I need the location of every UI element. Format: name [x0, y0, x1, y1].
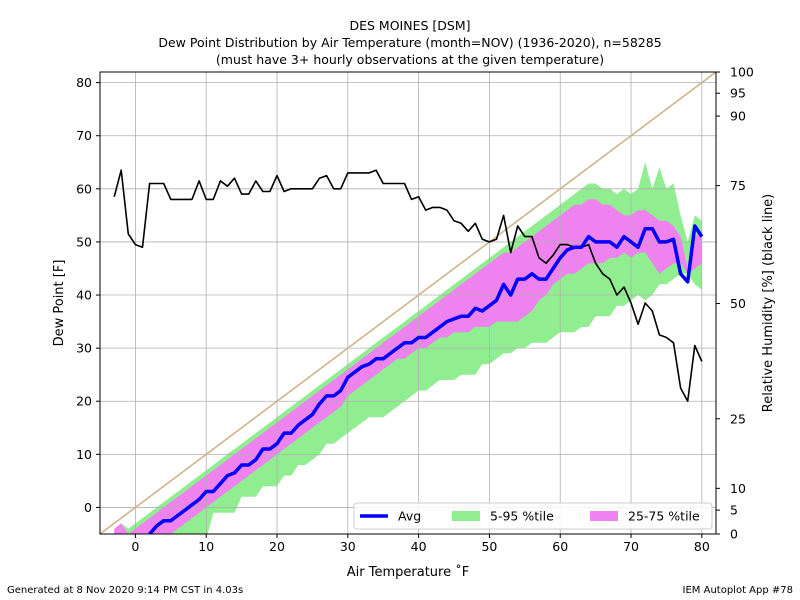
y-tick-label: 0	[84, 500, 92, 515]
y2-axis-label: Relative Humidity [%] (black line)	[761, 194, 776, 413]
y-tick-label: 70	[76, 128, 92, 143]
x-tick-label: 0	[131, 539, 139, 554]
footer-app-id: IEM Autoplot App #78	[682, 585, 793, 596]
y-tick-label: 40	[76, 288, 92, 303]
x-tick-label: 30	[340, 539, 356, 554]
y2-tick-label: 5	[730, 503, 738, 518]
y2-tick-label: 25	[730, 411, 746, 426]
plot-area	[100, 72, 716, 534]
x-tick-label: 40	[411, 539, 427, 554]
footer-generated: Generated at 8 Nov 2020 9:14 PM CST in 4…	[7, 585, 244, 596]
x-tick-label: 20	[269, 539, 285, 554]
x-tick-label: 70	[623, 539, 639, 554]
x-axis-label: Air Temperature ˚F	[347, 564, 469, 580]
x-tick-label: 50	[481, 539, 497, 554]
legend-label: 5-95 %tile	[490, 509, 554, 524]
chart-subtitle: Dew Point Distribution by Air Temperatur…	[158, 35, 662, 50]
legend-box	[353, 502, 713, 530]
y2-tick-label: 0	[730, 527, 738, 542]
chart-title: DES MOINES [DSM]	[349, 18, 471, 33]
series-line-avg	[148, 224, 704, 534]
y-tick-label: 10	[76, 447, 92, 462]
y-tick-label: 60	[76, 181, 92, 196]
y2-tick-label: 95	[730, 86, 746, 101]
legend-label: Avg	[398, 509, 421, 524]
y2-tick-label: 10	[730, 481, 746, 496]
x-tick-label: 80	[694, 539, 710, 554]
series-line-relative-humidity	[113, 169, 703, 402]
y2-tick-label: 100	[730, 65, 754, 80]
y2-tick-label: 75	[730, 178, 746, 193]
y-tick-label: 30	[76, 341, 92, 356]
saturation-line	[100, 72, 716, 534]
y-tick-label: 50	[76, 234, 92, 249]
legend-label: 25-75 %tile	[628, 509, 700, 524]
plot-frame	[99, 71, 717, 535]
x-tick-label: 10	[198, 539, 214, 554]
x-tick-label: 60	[552, 539, 568, 554]
y2-tick-label: 50	[730, 296, 746, 311]
y-tick-label: 20	[76, 394, 92, 409]
y-tick-label: 80	[76, 75, 92, 90]
chart-subtitle-note: (must have 3+ hourly observations at the…	[215, 52, 605, 67]
legend-swatch-5-95	[452, 511, 480, 521]
y2-tick-label: 90	[730, 109, 746, 124]
y-axis-label: Dew Point [F]	[52, 260, 67, 347]
legend-swatch-25-75	[590, 511, 618, 521]
